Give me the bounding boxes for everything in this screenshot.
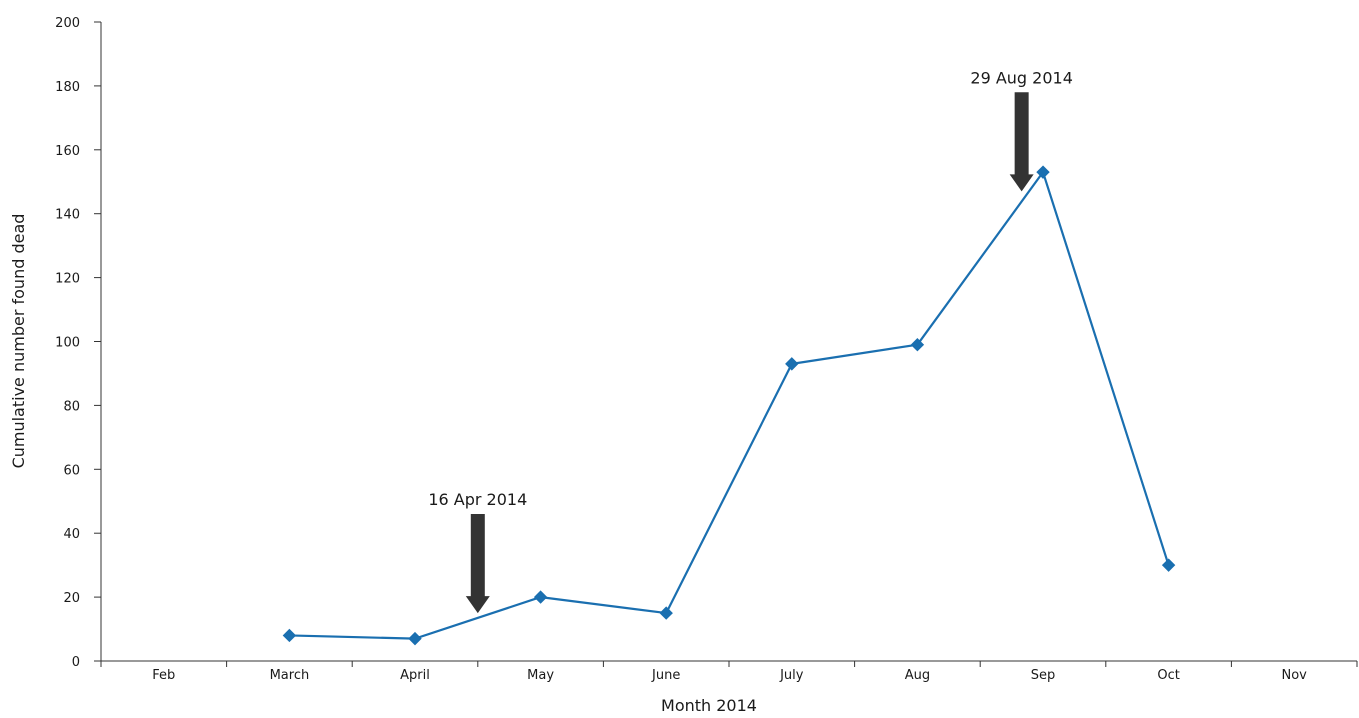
x-tick-label: Nov (1282, 668, 1308, 683)
series-line (289, 171, 1170, 640)
x-tick-label: Sep (1031, 668, 1056, 683)
x-tick-label: May (527, 668, 554, 683)
x-tick-label: March (270, 668, 310, 683)
data-point-marker (785, 357, 799, 371)
annotation-arrow (1009, 92, 1034, 192)
y-axis-ticks: 0 20 40 60 80 100 120 140 160 180 200 (55, 16, 101, 670)
annotation-label: 16 Apr 2014 (428, 490, 527, 509)
y-tick-label: 0 (72, 655, 80, 670)
y-tick-label: 140 (55, 208, 80, 223)
x-axis-ticks: Feb March April May June July Aug Sep Oct Nov (100, 661, 1358, 683)
y-tick-label: 200 (55, 16, 80, 31)
data-point-marker (659, 606, 673, 620)
data-point-marker (408, 631, 422, 646)
y-tick-label: 160 (55, 144, 80, 159)
annotation-label: 29 Aug 2014 (970, 68, 1073, 87)
y-axis-title: Cumulative number found dead (9, 214, 28, 469)
x-tick-label: July (779, 668, 804, 683)
annotations-layer: 16 Apr 2014 29 Aug 2014 (428, 68, 1073, 614)
data-point-marker (282, 628, 297, 643)
x-tick-label: Aug (905, 668, 930, 683)
data-point-marker (910, 337, 925, 352)
y-tick-label: 60 (63, 463, 80, 478)
x-tick-label: June (651, 668, 680, 683)
y-tick-label: 100 (55, 336, 80, 351)
x-axis-title: Month 2014 (661, 696, 757, 715)
x-tick-label: April (400, 668, 430, 683)
data-point-marker (533, 590, 548, 604)
y-tick-label: 180 (55, 80, 80, 95)
y-tick-label: 20 (63, 591, 80, 606)
annotation-arrow (465, 514, 490, 614)
series-layer (282, 165, 1176, 646)
x-tick-label: Oct (1157, 668, 1179, 683)
y-tick-label: 40 (63, 527, 80, 542)
x-tick-label: Feb (152, 668, 175, 683)
data-point-marker (1161, 558, 1176, 572)
y-tick-label: 80 (63, 399, 80, 414)
data-point-marker (1036, 165, 1050, 179)
y-tick-label: 120 (55, 272, 80, 287)
